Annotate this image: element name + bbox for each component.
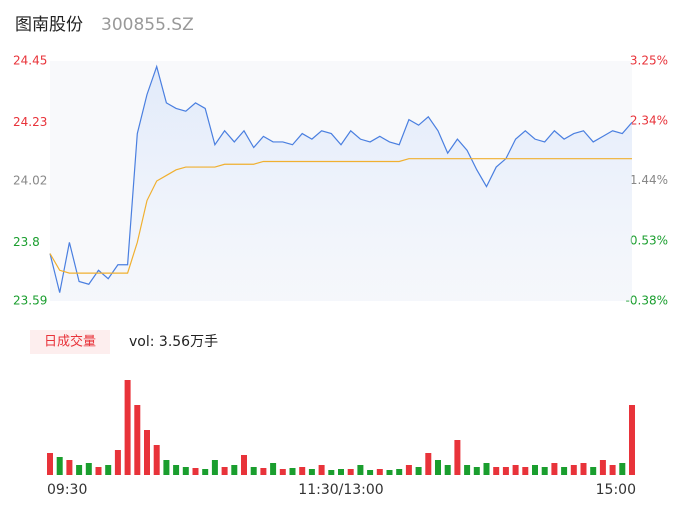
volume-tab[interactable] [30,330,110,354]
y-tick-label: 24.23 [13,115,47,129]
volume-bar [551,463,558,475]
volume-bar [609,465,616,475]
volume-bar [590,467,597,475]
volume-bar [182,467,189,475]
volume-bar [629,405,635,475]
volume-bar [56,457,63,475]
volume-bar [386,470,393,475]
y2-tick-label: 1.44% [630,173,668,187]
volume-bar [367,470,374,475]
volume-bar [299,467,306,475]
volume-bar [105,465,112,475]
stock-name: 图南股份 [15,15,83,35]
y2-tick-label: 2.34% [630,114,668,128]
volume-bar [134,405,141,475]
volume-bar [85,463,92,475]
y-tick-label: 23.8 [13,235,40,249]
volume-bar [396,469,403,475]
volume-bar [338,469,344,475]
price-line [49,64,633,293]
volume-bar [270,463,277,475]
volume-bar [250,467,257,475]
volume-bar [211,460,218,475]
y-tick-label: 24.45 [13,54,47,68]
volume-bar [580,463,587,475]
volume-bar [493,467,500,475]
volume-bar [202,469,209,475]
volume-bar [415,467,422,475]
volume-bar [405,465,412,475]
volume-bar [47,453,53,475]
volume-bar [357,465,364,475]
volume-bar [619,463,626,475]
volume-bar [532,465,538,475]
y-tick-label: 24.02 [13,174,47,188]
volume-bar [66,460,73,475]
volume-bar [454,440,461,475]
volume-bar [308,469,315,475]
volume-bar [464,465,471,475]
volume-bar [173,465,180,475]
y-tick-label: 23.59 [13,294,47,308]
y2-tick-label: -0.38% [626,294,668,308]
x-tick-label: 15:00 [596,482,636,498]
volume-bar [512,465,519,475]
volume-bar [231,465,238,475]
volume-bar [289,468,296,475]
volume-bar [425,453,432,475]
volume-bar [260,468,267,475]
y2-tick-label: 3.25% [630,54,668,68]
volume-bar [279,469,286,475]
volume-bar [114,450,121,475]
volume-bar [483,463,490,475]
volume-bar [376,469,383,475]
volume-bar [318,465,325,475]
volume-bar [444,465,451,475]
volume-bar [473,467,480,475]
volume-bar [347,469,354,475]
volume-bar [144,430,150,475]
x-tick-label: 11:30/13:00 [298,482,383,498]
volume-bar [163,460,170,475]
volume-bar [561,467,568,475]
volume-total: vol: 3.56万手 [129,334,218,350]
x-tick-label: 09:30 [47,482,87,498]
volume-bar [328,470,335,475]
volume-bar [241,455,247,475]
volume-bar [570,465,577,475]
volume-bar [76,465,83,475]
price-area [50,66,632,302]
volume-bar [599,460,606,475]
volume-bar [124,380,131,475]
average-line [49,158,632,274]
volume-bar [95,467,102,475]
volume-bar [522,467,529,475]
volume-bar [153,445,160,475]
y2-tick-label: 0.53% [630,233,668,247]
volume-bar [192,468,199,475]
volume-bar [435,460,441,475]
volume-tab-label[interactable]: 日成交量 [44,334,96,350]
volume-bar [221,467,228,475]
volume-bar [541,467,548,475]
stock-code: 300855.SZ [101,15,194,35]
volume-bar [502,467,509,475]
